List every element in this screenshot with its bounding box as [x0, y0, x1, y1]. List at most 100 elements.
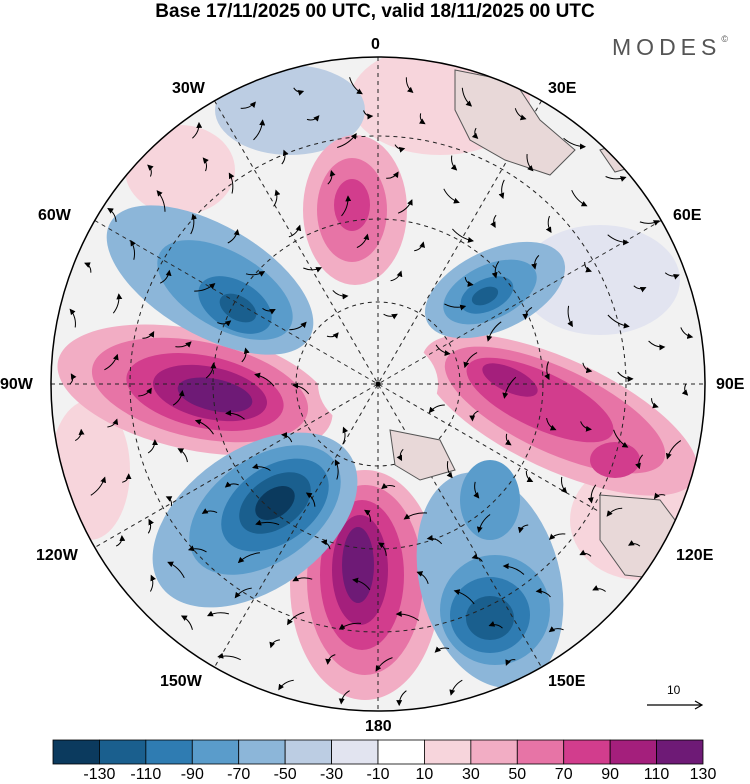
colorbar-swatch — [609, 739, 657, 765]
colorbar-tick-label: -70 — [227, 766, 251, 783]
lon-label-180: 180 — [365, 718, 392, 735]
wind-arrow — [530, 255, 540, 270]
wind-arrow — [664, 272, 680, 280]
colorbar-tick-label: 50 — [508, 766, 527, 783]
wind-arrow — [486, 321, 502, 342]
wind-arrow — [582, 362, 593, 374]
colorbar-tick-label: 10 — [415, 766, 434, 783]
wind-arrow — [194, 283, 216, 292]
colorbar-swatch — [424, 739, 472, 765]
wind-arrow — [648, 340, 666, 351]
wind-arrow — [253, 119, 266, 141]
wind-arrow — [364, 509, 371, 522]
wind-arrow — [535, 587, 551, 598]
wind-arrow — [69, 308, 76, 328]
wind-arrow — [607, 234, 630, 246]
wind-arrow — [381, 483, 396, 490]
wind-arrow — [363, 110, 374, 120]
blob-neg-120w — [152, 432, 358, 608]
wind-arrow — [138, 387, 152, 397]
wind-arrow — [469, 410, 479, 422]
wind-arrow — [156, 190, 166, 212]
colorbar-tick-label: 110 — [643, 766, 670, 783]
wind-arrow — [325, 654, 336, 665]
wind-arrow — [74, 428, 85, 442]
wind-arrow — [490, 214, 497, 228]
wind-arrow — [202, 157, 209, 172]
wind-arrow — [180, 615, 193, 630]
wind-arrow — [192, 121, 203, 139]
wind-arrow — [651, 398, 659, 409]
wind-arrow — [560, 476, 568, 494]
wind-arrow — [69, 373, 77, 385]
wind-arrow — [548, 626, 564, 633]
wind-arrow — [446, 461, 453, 479]
colorbar-swatch — [656, 739, 704, 765]
lon-label-60w: 60W — [38, 207, 71, 224]
colorbar-swatch — [563, 739, 611, 765]
wind-arrow — [217, 652, 241, 661]
lon-label-150e: 150E — [548, 673, 586, 690]
wind-arrow — [587, 484, 597, 504]
wind-arrow — [349, 77, 363, 95]
wind-arrow — [471, 127, 479, 139]
wind-arrow — [544, 361, 550, 381]
wind-arrow — [356, 233, 370, 249]
brand-text: MODES — [612, 34, 722, 60]
wind-arrow — [383, 313, 398, 320]
wind-arrow — [505, 659, 516, 666]
wind-arrow — [396, 690, 407, 707]
wind-arrow — [227, 229, 240, 244]
wind-arrow — [337, 132, 357, 148]
wind-arrow — [320, 539, 331, 550]
vector-scale-arrow — [647, 700, 704, 710]
wind-arrow — [305, 492, 316, 507]
wind-arrow — [278, 679, 294, 691]
wind-arrow — [147, 439, 159, 454]
wind-arrow — [159, 269, 172, 284]
wind-arrow — [177, 448, 188, 463]
wind-arrow — [397, 199, 413, 214]
wind-arrow — [167, 561, 185, 579]
colorbar-swatch — [516, 739, 565, 765]
wind-arrow — [584, 261, 592, 273]
wind-arrow — [386, 171, 399, 179]
wind-arrow — [107, 418, 119, 428]
lon-label-90e: 90E — [716, 376, 745, 393]
landmass-north — [454, 69, 576, 176]
wind-arrow — [418, 113, 426, 125]
wind-arrow — [225, 409, 245, 420]
wind-arrow — [414, 241, 426, 252]
wind-arrow — [107, 207, 117, 222]
wind-arrow — [147, 164, 154, 177]
wind-arrow — [293, 87, 305, 96]
wind-arrow — [405, 77, 414, 94]
wind-arrow — [165, 496, 173, 507]
copyright-mark: © — [721, 34, 728, 44]
wind-arrow — [342, 426, 349, 445]
vector-scale-label: 10 — [667, 683, 681, 697]
wind-arrow — [525, 470, 534, 483]
wind-arrows — [69, 77, 694, 707]
wind-arrow — [617, 371, 634, 382]
wind-arrow — [187, 545, 207, 553]
colorbar-tick-label: 70 — [554, 766, 573, 783]
colorbar-swatch — [377, 739, 425, 765]
wind-arrow — [396, 448, 404, 462]
lon-label-0: 0 — [371, 36, 380, 53]
wind-arrow — [665, 440, 682, 460]
wind-arrow — [579, 549, 592, 557]
wind-arrow — [488, 621, 503, 629]
wind-arrow — [327, 170, 336, 185]
wind-arrow — [680, 327, 694, 339]
blob-pos-90e — [422, 334, 698, 496]
wind-arrow — [122, 473, 132, 483]
lon-label-90w: 90W — [0, 376, 33, 393]
wind-arrow — [580, 421, 592, 432]
wind-arrow — [471, 553, 483, 562]
colorbar-tick-label: -10 — [366, 766, 390, 783]
wind-arrow — [426, 534, 443, 545]
wind-arrow — [112, 293, 123, 314]
wind-arrow — [172, 390, 185, 406]
patch-neg-30w — [215, 65, 365, 155]
